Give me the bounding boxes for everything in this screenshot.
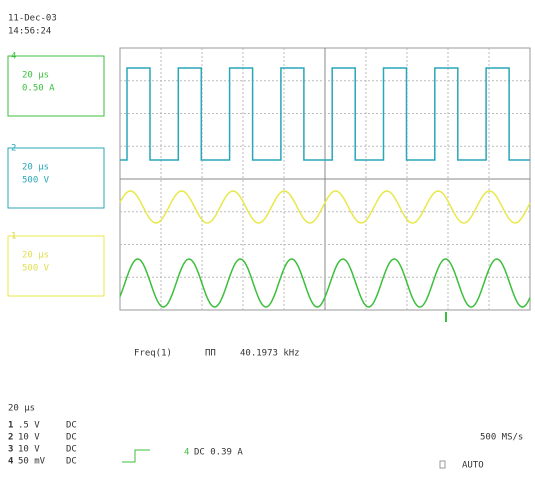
channel-id: 1 bbox=[8, 421, 13, 431]
channel-id: 2 bbox=[8, 433, 13, 443]
channel-scale: 50 mV bbox=[18, 457, 46, 467]
channel-id: 3 bbox=[8, 445, 13, 455]
trace-id: 2 bbox=[11, 144, 16, 154]
channel-coupling: DC bbox=[66, 445, 77, 455]
measure-value: 40.1973 kHz bbox=[240, 349, 300, 359]
green-trace bbox=[119, 258, 531, 308]
time: 14:56:24 bbox=[8, 27, 51, 37]
measure-name: Freq(1) bbox=[134, 349, 172, 359]
trace-box bbox=[7, 235, 105, 297]
trigger-channel: 4 bbox=[184, 448, 189, 458]
trace-scale: 0.50 A bbox=[22, 84, 55, 94]
mode-icon bbox=[439, 460, 446, 469]
trigger-icon bbox=[122, 449, 150, 463]
channel-list: 1 .5 V DC 2 10 V DC 3 10 V DC 4 50 mV DC bbox=[8, 421, 77, 467]
sample-rate: 500 MS/s bbox=[480, 433, 523, 443]
trace-timebase: 20 µs bbox=[22, 163, 49, 173]
trace-timebase: 20 µs bbox=[22, 71, 49, 81]
trace-box bbox=[7, 147, 105, 209]
waveforms bbox=[119, 67, 531, 322]
measure-symbol: ΠΠ bbox=[205, 349, 216, 359]
trace-box bbox=[7, 55, 105, 117]
channel-coupling: DC bbox=[66, 457, 77, 467]
cyan-trace bbox=[120, 67, 530, 161]
trace-timebase: 20 µs bbox=[22, 251, 49, 261]
trigger-mode: AUTO bbox=[462, 461, 484, 471]
trace-scale: 500 V bbox=[22, 176, 50, 186]
date: 11-Dec-03 bbox=[8, 14, 57, 24]
channel-scale: .5 V bbox=[18, 421, 40, 431]
channel-coupling: DC bbox=[66, 433, 77, 443]
trigger-level: DC 0.39 A bbox=[194, 448, 243, 458]
channel-scale: 10 V bbox=[18, 445, 40, 455]
trace-scale: 500 V bbox=[22, 264, 50, 274]
trace-id: 4 bbox=[11, 52, 16, 62]
channel-scale: 10 V bbox=[18, 433, 40, 443]
channel-id: 4 bbox=[8, 457, 14, 467]
yellow-trace bbox=[119, 190, 531, 224]
timebase: 20 µs bbox=[8, 404, 35, 414]
channel-coupling: DC bbox=[66, 421, 77, 431]
trace-id: 1 bbox=[11, 232, 16, 242]
graticule bbox=[119, 47, 531, 311]
